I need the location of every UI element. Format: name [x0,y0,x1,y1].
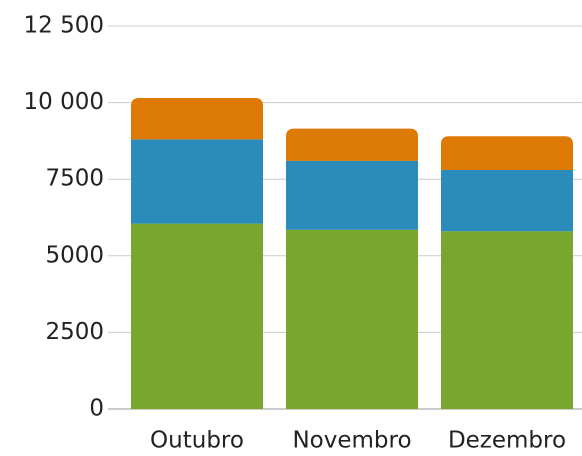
bar-segment [441,170,573,232]
y-tick-label: 12 500 [24,13,104,39]
x-tick-label: Dezembro [448,428,566,453]
y-tick-label: 0 [89,396,104,422]
bar-segment [131,98,263,140]
y-tick-label: 7500 [45,166,104,192]
y-tick-label: 2500 [45,319,104,345]
bar-segment [441,231,573,409]
bar-segment [286,229,418,409]
bar-segment [441,136,573,171]
bar-segment [131,139,263,224]
x-tick-label: Outubro [150,428,244,453]
bar-segment [286,160,418,230]
y-tick-label: 5000 [45,242,104,268]
y-tick-label: 10 000 [24,89,104,115]
bar-segment [286,128,418,161]
bar-segment [131,223,263,409]
x-tick-label: Novembro [292,428,411,453]
